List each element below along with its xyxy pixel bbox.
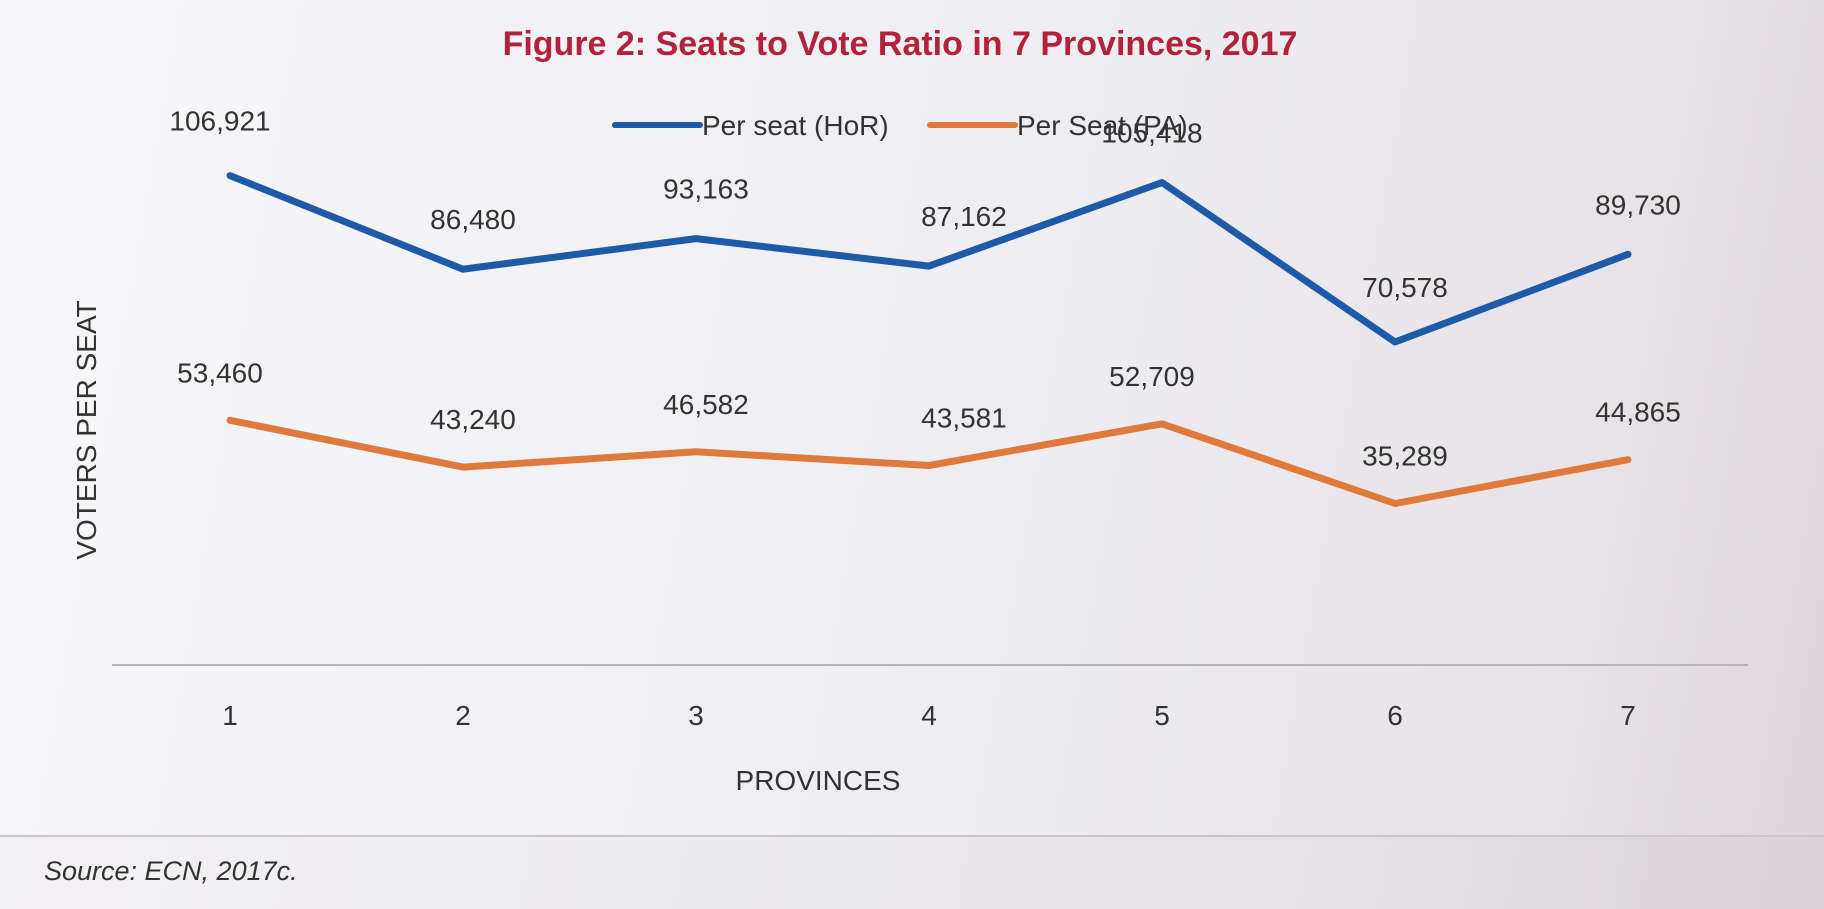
data-point-hor xyxy=(1159,179,1165,186)
x-tick-label: 5 xyxy=(1154,700,1170,731)
series-layer: 106,921 86,480 93,163 87,162 105,418 70,578 89… xyxy=(169,106,1681,507)
data-point-hor xyxy=(227,172,233,179)
data-label-hor: 89,730 xyxy=(1595,189,1681,220)
x-tick-label: 3 xyxy=(688,700,704,731)
chart-title: Figure 2: Seats to Vote Ratio in 7 Provi… xyxy=(503,25,1298,63)
data-point-hor xyxy=(1392,339,1398,345)
data-label-hor: 87,162 xyxy=(921,201,1007,232)
data-label-pa: 53,460 xyxy=(177,357,263,388)
data-label-hor: 93,163 xyxy=(663,174,749,205)
x-tick-labels: 1 2 3 4 5 6 7 xyxy=(222,700,1636,731)
data-label-pa: 43,240 xyxy=(430,404,516,435)
x-tick-label: 4 xyxy=(921,700,937,731)
x-tick-label: 1 xyxy=(222,700,238,731)
data-label-hor: 86,480 xyxy=(430,204,516,235)
data-label-hor: 70,578 xyxy=(1362,272,1448,303)
data-point-pa xyxy=(1392,500,1398,507)
data-label-pa: 46,582 xyxy=(663,389,749,420)
data-label-hor: 106,921 xyxy=(169,106,270,137)
legend-label-hor: Per seat (HoR) xyxy=(702,110,889,141)
data-label-hor: 105,418 xyxy=(1101,118,1202,149)
data-point-pa xyxy=(926,462,932,469)
data-point-hor xyxy=(1625,251,1631,258)
chart-panel: Figure 2: Seats to Vote Ratio in 7 Provi… xyxy=(0,0,1824,837)
data-label-pa: 52,709 xyxy=(1109,361,1195,392)
data-label-pa: 35,289 xyxy=(1362,441,1448,472)
x-axis-label: PROVINCES xyxy=(736,765,901,796)
data-label-pa: 43,581 xyxy=(921,403,1007,434)
data-point-hor xyxy=(460,266,466,273)
data-label-pa: 44,865 xyxy=(1595,397,1681,428)
x-tick-label: 2 xyxy=(455,700,471,731)
legend-label-pa: Per Seat (PA) xyxy=(1017,110,1188,141)
y-axis-label: VOTERS PER SEAT xyxy=(71,300,102,559)
data-point-pa xyxy=(460,464,466,471)
source-note: Source: ECN, 2017c. xyxy=(44,856,298,886)
data-point-hor xyxy=(926,263,932,270)
data-point-pa xyxy=(227,417,233,424)
x-tick-label: 6 xyxy=(1387,700,1403,731)
x-tick-label: 7 xyxy=(1620,700,1636,731)
line-chart: Figure 2: Seats to Vote Ratio in 7 Provi… xyxy=(71,25,1748,796)
data-point-pa xyxy=(1625,456,1631,463)
data-point-pa xyxy=(1159,420,1165,427)
data-point-hor xyxy=(693,235,699,242)
data-point-pa xyxy=(693,448,699,455)
chart-legend: Per seat (HoR) Per Seat (PA) xyxy=(612,110,1188,141)
